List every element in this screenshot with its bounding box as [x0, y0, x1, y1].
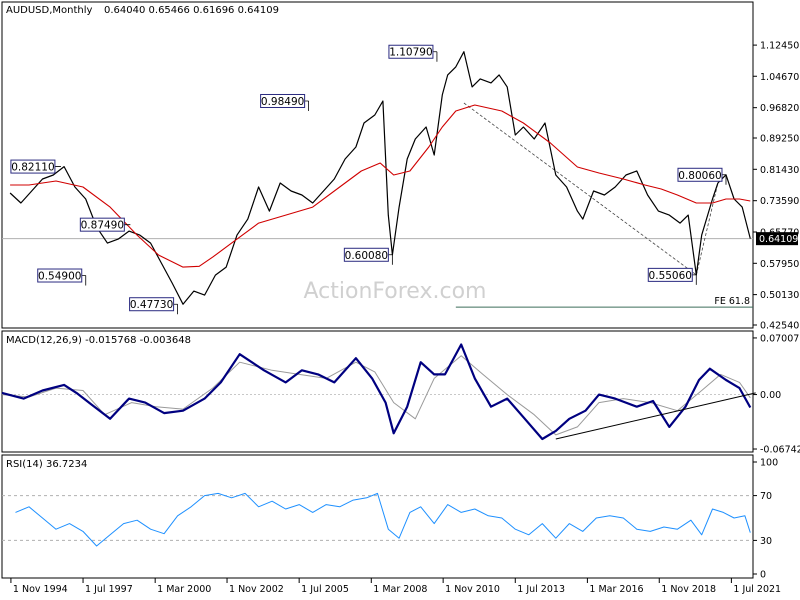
annotation-box [647, 267, 693, 282]
x-tick-label: 1 Nov 1994 [13, 584, 68, 595]
annotation-box [10, 159, 56, 174]
macd-panel: 0.070071 0.00 -0.067423 [1, 333, 800, 456]
annotation-label: 0.80060 [678, 170, 721, 182]
y-tick-label: 1.04670 [760, 72, 799, 83]
fe-level-label: FE 61.8 [714, 296, 750, 307]
current-price-label: 0.64109 [759, 234, 798, 245]
y-tick-label: 0.73590 [760, 196, 799, 207]
projection-line [695, 182, 719, 275]
annotation-box [260, 93, 306, 108]
y-tick-label: 0.96820 [760, 103, 799, 114]
rsi-y-tick-label: 0 [760, 570, 766, 581]
x-tick-label: 1 Nov 2018 [661, 584, 716, 595]
annotation-box [677, 167, 723, 182]
rsi-panel-frame [1, 454, 754, 579]
y-tick-label: 0.89250 [760, 133, 799, 144]
projection-line [463, 102, 697, 276]
annotation-label: 0.60080 [345, 250, 388, 262]
annotation-label: 0.87490 [81, 220, 124, 232]
macd-line [1, 343, 752, 441]
price-panel: 1.12450 1.04670 0.96820 0.89250 0.81430 0.735… [2, 41, 799, 332]
x-tick-label: 1 Nov 2002 [229, 584, 284, 595]
main-panel-frame [1, 1, 754, 329]
macd-y-tick-label: 0.070071 [760, 333, 800, 344]
rsi-title: RSI(14) 36.7234 [6, 459, 87, 470]
rsi-y-tick-label: 30 [760, 536, 772, 547]
price-series-line [9, 51, 751, 305]
x-tick-label: 1 Nov 2010 [445, 584, 500, 595]
macd-y-tick-label: 0.00 [760, 390, 781, 401]
main-title: AUDUSD,Monthly [6, 5, 93, 16]
annotation-box [79, 217, 125, 232]
x-tick-label: 1 Jul 2005 [301, 584, 349, 595]
annotation-box [37, 268, 83, 283]
macd-y-tick-label: -0.067423 [760, 445, 800, 456]
annotation-label: 0.47730 [130, 299, 173, 311]
annotation-label: 0.55060 [649, 270, 692, 282]
annotation-label: 1.10790 [389, 47, 432, 59]
x-tick-label: 1 Mar 2008 [373, 584, 427, 595]
watermark: ActionForex.com [304, 279, 487, 304]
ohlc-values: 0.64040 0.65466 0.61696 0.64109 [104, 5, 279, 16]
y-tick-label: 1.12450 [760, 41, 799, 52]
rsi-line [15, 492, 751, 547]
annotation-box [343, 247, 389, 262]
rsi-y-tick-label: 70 [760, 491, 772, 502]
macd-panel-frame [1, 330, 754, 453]
moving-average-line [10, 104, 751, 268]
annotation-box [129, 297, 175, 312]
x-tick-label: 1 Mar 2016 [589, 584, 643, 595]
y-tick-label: 0.42540 [760, 321, 799, 332]
x-tick-label: 1 Jul 1997 [85, 584, 133, 595]
macd-trendline [555, 392, 756, 440]
x-tick-label: 1 Mar 2000 [157, 584, 211, 595]
x-tick-label: 1 Jul 2013 [517, 584, 565, 595]
y-tick-label: 0.50130 [760, 290, 799, 301]
annotation-box [388, 44, 434, 59]
rsi-y-tick-label: 100 [760, 458, 778, 469]
y-tick-label: 0.81430 [760, 165, 799, 176]
x-axis: 1 Nov 1994 1 Jul 1997 1 Mar 2000 1 Nov 2002… [10, 578, 781, 595]
annotation-label: 0.54900 [38, 271, 81, 283]
rsi-panel: 100 70 30 0 [2, 458, 778, 581]
current-price-tag: 0.64109 [756, 232, 798, 246]
annotation-label: 0.82110 [11, 162, 54, 174]
x-tick-label: 1 Jul 2021 [733, 584, 781, 595]
macd-title: MACD(12,26,9) -0.015768 -0.003648 [6, 335, 191, 346]
annotation-label: 0.98490 [261, 96, 304, 108]
y-tick-label: 0.57950 [760, 259, 799, 270]
